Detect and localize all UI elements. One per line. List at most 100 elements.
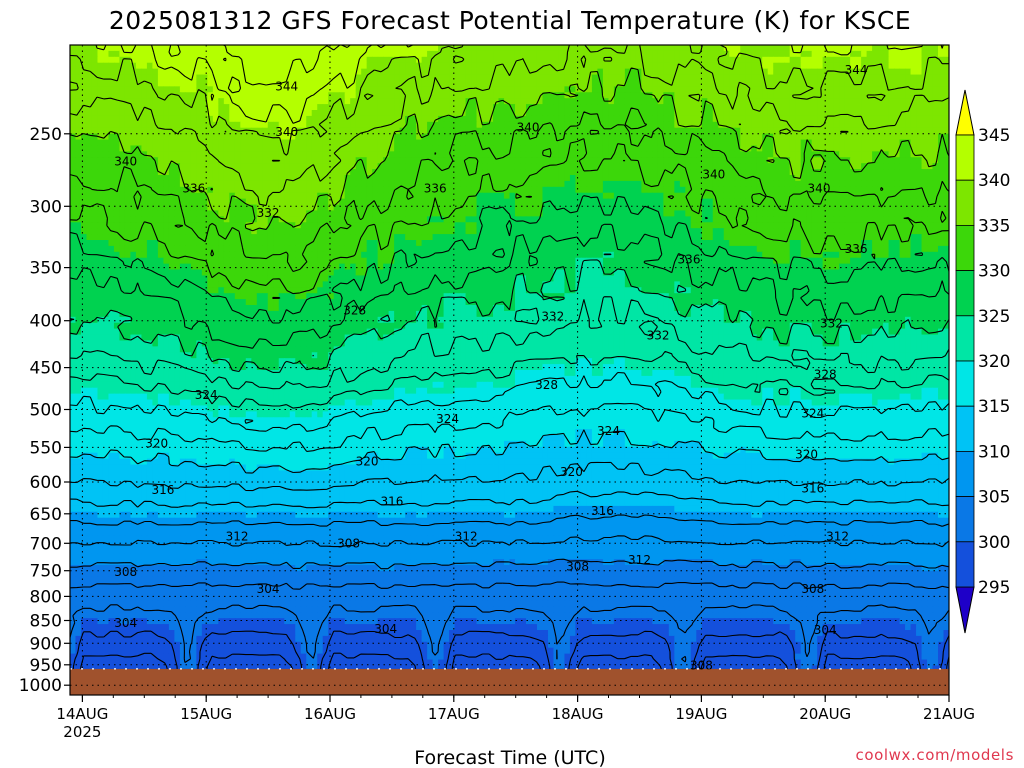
field-cell xyxy=(218,127,225,135)
field-cell xyxy=(536,74,544,82)
field-cell xyxy=(564,80,571,87)
field-cell xyxy=(223,121,230,129)
field-cell xyxy=(179,180,186,188)
field-cell xyxy=(388,216,395,223)
field-cell xyxy=(223,50,230,58)
field-cell xyxy=(306,175,313,182)
field-cell xyxy=(449,62,456,70)
field-cell xyxy=(267,210,274,217)
field-cell xyxy=(212,92,219,99)
field-cell xyxy=(163,163,170,170)
field-cell xyxy=(262,68,269,76)
field-cell xyxy=(399,222,406,229)
field-cell xyxy=(432,169,439,176)
field-cell xyxy=(850,186,857,194)
field-cell xyxy=(372,86,379,93)
field-cell xyxy=(635,169,642,176)
field-cell xyxy=(355,198,362,206)
field-cell xyxy=(547,169,555,176)
field-cell xyxy=(278,163,285,170)
field-cell xyxy=(91,92,99,99)
field-cell xyxy=(223,68,230,76)
field-cell xyxy=(207,110,214,117)
field-cell xyxy=(449,127,456,135)
field-cell xyxy=(932,210,939,217)
field-cell xyxy=(377,56,384,64)
field-cell xyxy=(833,175,840,182)
field-cell xyxy=(806,80,813,87)
field-cell xyxy=(234,210,241,217)
field-cell xyxy=(751,62,758,70)
field-cell xyxy=(751,86,758,93)
field-cell xyxy=(267,121,274,129)
field-cell xyxy=(855,121,862,129)
field-cell xyxy=(569,198,577,206)
field-cell xyxy=(745,115,752,123)
field-cell xyxy=(894,216,901,223)
field-cell xyxy=(212,180,219,188)
field-cell xyxy=(394,56,401,64)
field-cell xyxy=(894,163,901,170)
field-cell xyxy=(267,139,274,147)
field-cell xyxy=(300,98,307,105)
field-cell xyxy=(196,98,203,105)
field-cell xyxy=(108,104,115,111)
field-cell xyxy=(251,86,258,93)
field-cell xyxy=(806,74,813,82)
field-cell xyxy=(185,175,192,182)
field-cell xyxy=(729,92,736,99)
field-cell xyxy=(795,169,802,176)
field-cell xyxy=(273,204,280,212)
field-cell xyxy=(273,127,280,135)
field-cell xyxy=(278,45,285,52)
field-cell xyxy=(514,145,522,152)
field-cell xyxy=(685,115,692,123)
field-cell xyxy=(256,192,263,200)
field-cell xyxy=(514,86,522,93)
field-cell xyxy=(718,216,725,223)
field-cell xyxy=(487,157,494,164)
field-cell xyxy=(251,74,258,82)
field-cell xyxy=(443,104,450,111)
field-cell xyxy=(685,169,692,176)
field-cell xyxy=(432,133,439,141)
field-cell xyxy=(443,145,450,152)
field-cell xyxy=(427,186,434,194)
field-cell xyxy=(163,62,170,70)
field-cell xyxy=(317,92,324,99)
field-cell xyxy=(317,127,324,135)
field-cell xyxy=(839,216,846,223)
field-cell xyxy=(130,121,137,129)
field-cell xyxy=(613,56,620,64)
field-cell xyxy=(454,86,461,93)
field-cell xyxy=(817,50,824,58)
field-cell xyxy=(130,198,137,206)
field-cell xyxy=(888,151,895,158)
field-cell xyxy=(245,198,252,206)
field-cell xyxy=(328,163,335,170)
field-cell xyxy=(482,139,489,147)
field-cell xyxy=(443,157,450,164)
field-cell xyxy=(531,139,538,147)
field-cell xyxy=(207,198,214,206)
field-cell xyxy=(267,151,274,158)
field-cell xyxy=(608,68,615,76)
field-cell xyxy=(344,127,351,135)
field-cell xyxy=(196,198,203,206)
field-cell xyxy=(674,157,681,164)
field-cell xyxy=(564,110,571,117)
field-cell xyxy=(421,198,428,206)
field-cell xyxy=(866,216,873,223)
field-cell xyxy=(432,222,439,229)
field-cell xyxy=(509,45,516,52)
field-cell xyxy=(152,104,159,111)
field-cell xyxy=(97,121,104,129)
field-cell xyxy=(256,127,263,135)
field-cell xyxy=(80,186,88,194)
field-cell xyxy=(168,139,175,147)
field-cell xyxy=(416,222,423,229)
field-cell xyxy=(366,198,373,206)
field-cell xyxy=(531,121,538,129)
field-cell xyxy=(811,92,818,99)
field-cell xyxy=(251,139,258,147)
